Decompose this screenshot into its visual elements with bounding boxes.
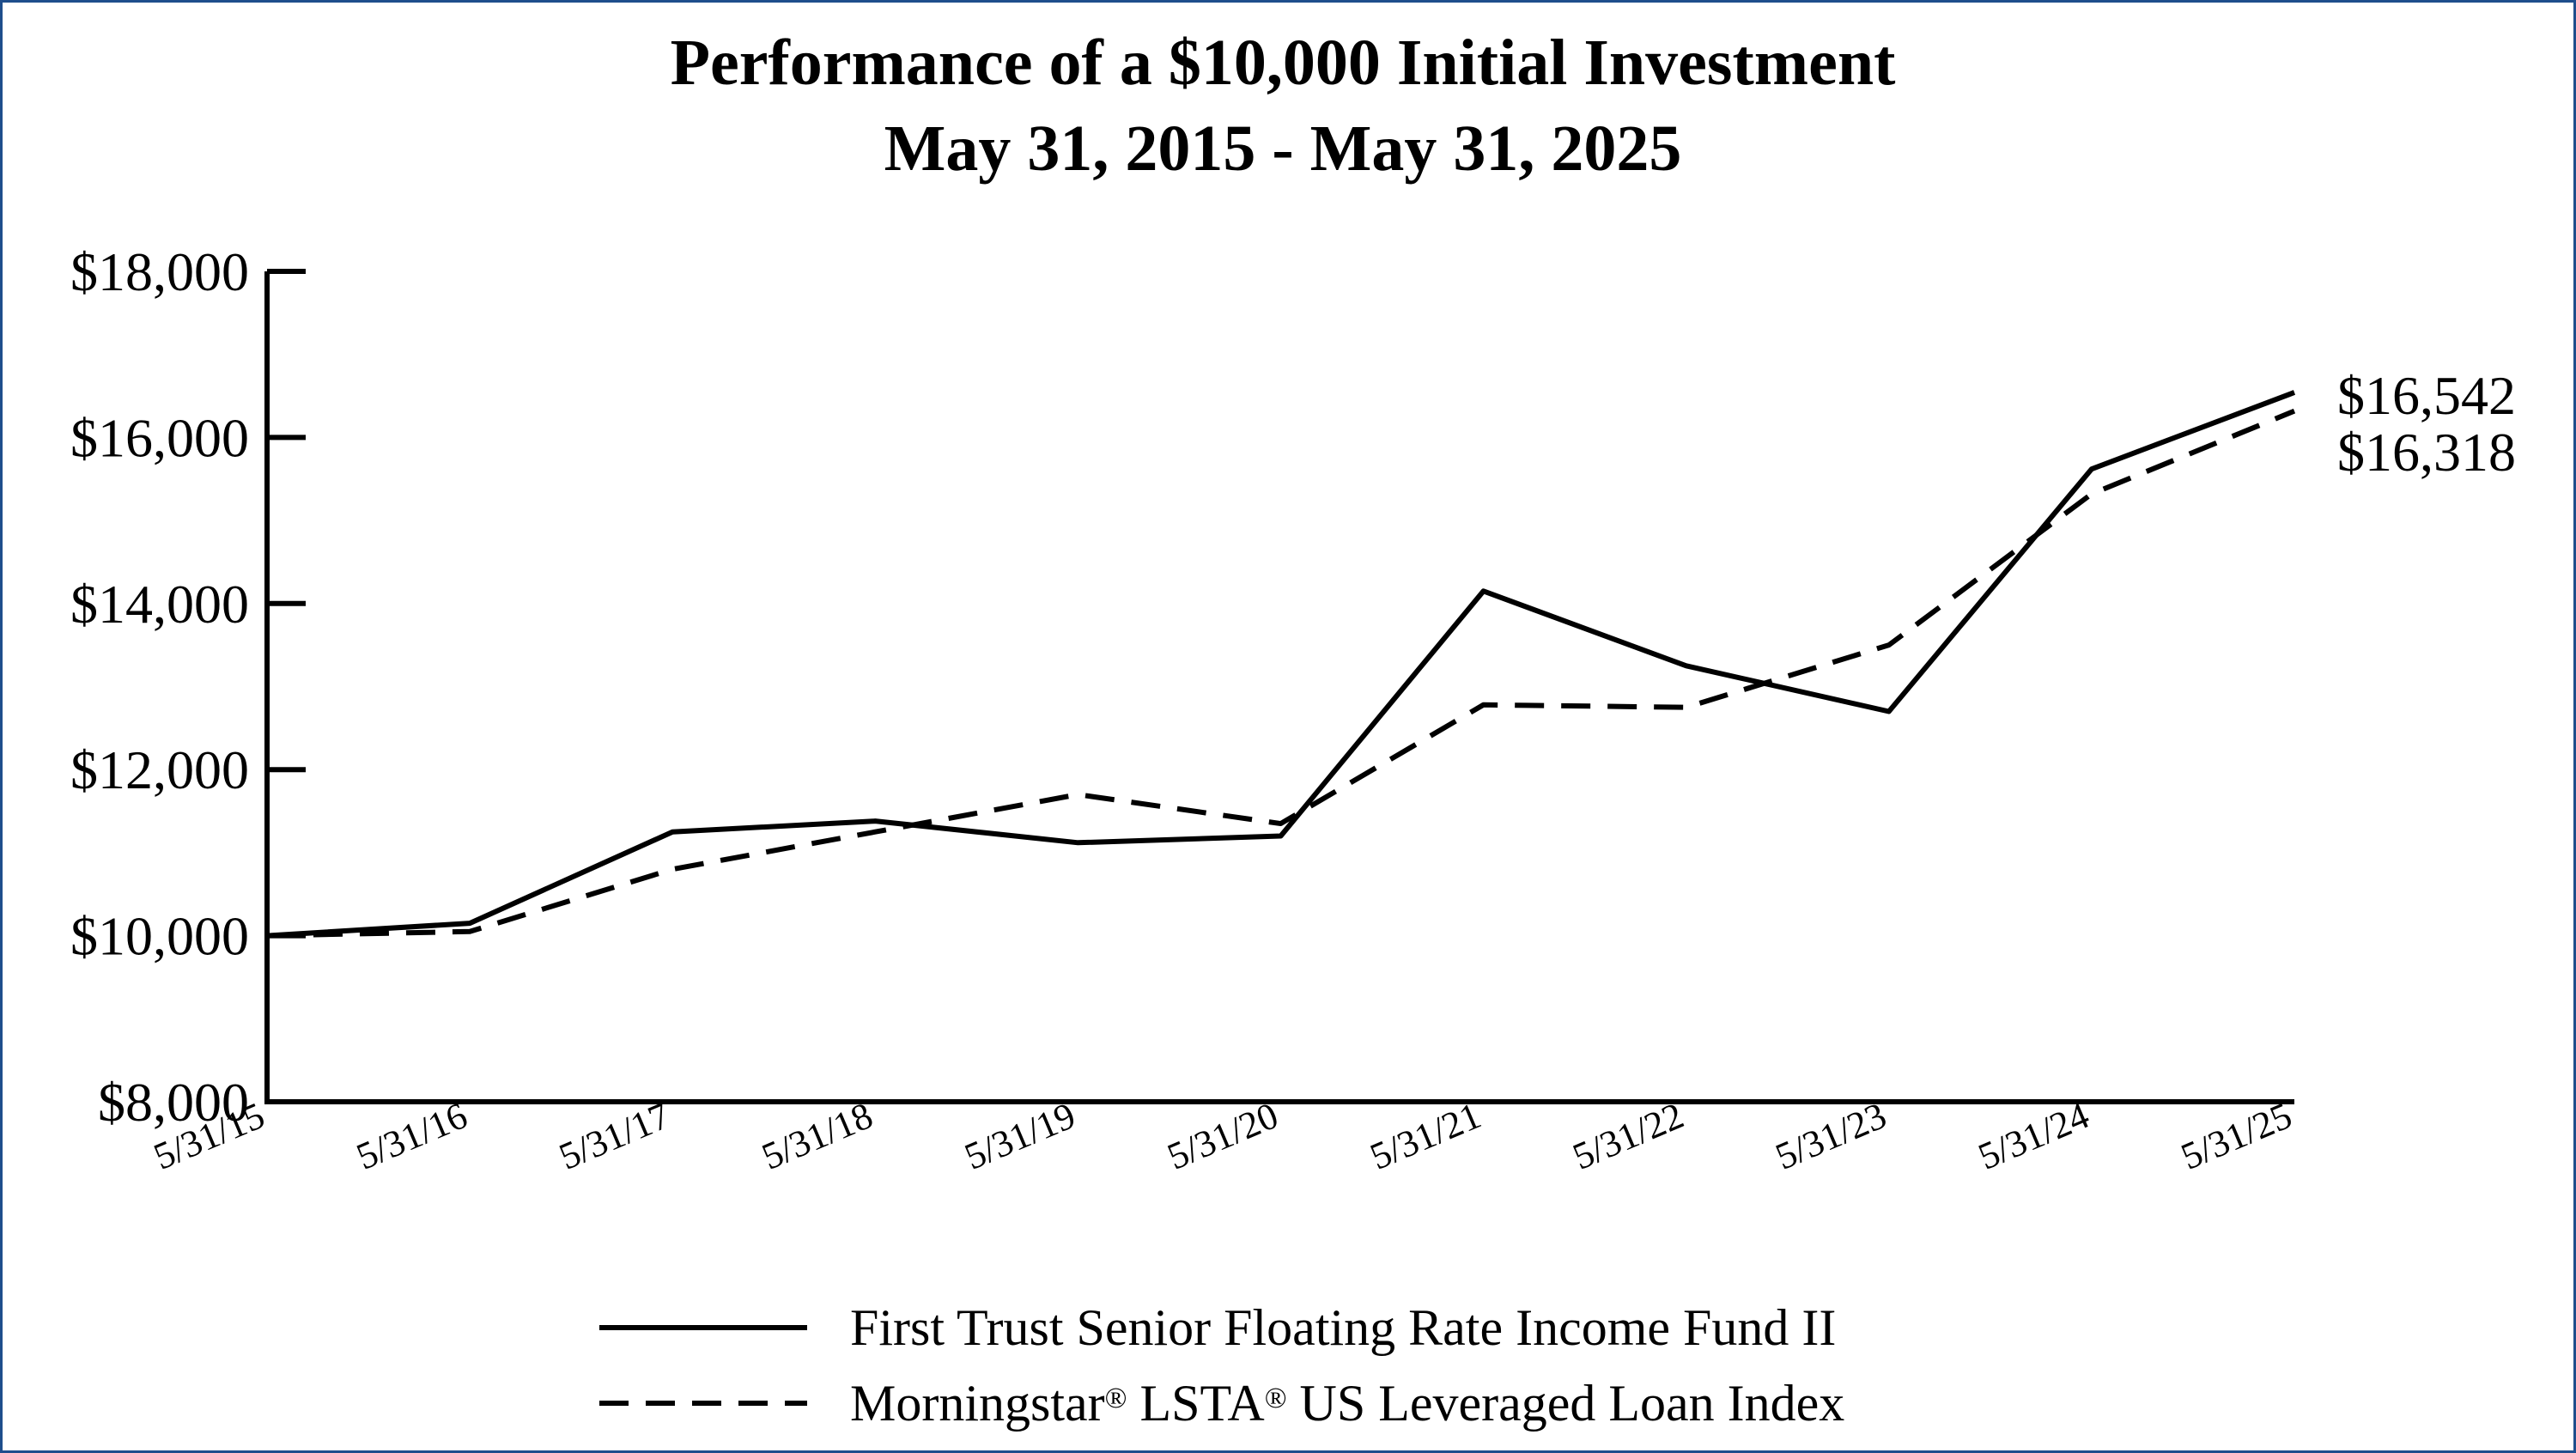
legend-label-fund: First Trust Senior Floating Rate Income … (850, 1299, 1836, 1356)
x-tick-label: 5/31/21 (1364, 1094, 1487, 1178)
y-tick-label: $12,000 (70, 739, 249, 800)
end-label-index: $16,318 (2337, 422, 2516, 483)
y-ticks: $8,000 $10,000 $12,000 $14,000 $16,000 $18,00… (70, 241, 306, 1133)
x-tick-label: 5/31/25 (2175, 1094, 2298, 1178)
series-line-index (266, 408, 2296, 939)
x-tick-label: 5/31/17 (553, 1094, 676, 1178)
y-tick-label: $14,000 (70, 574, 249, 635)
end-labels: $16,542$16,318 (2337, 365, 2516, 483)
series-line-fund (266, 390, 2296, 939)
end-label-fund: $16,542 (2337, 365, 2516, 426)
x-tick-label: 5/31/22 (1567, 1094, 1690, 1178)
chart-subtitle: May 31, 2015 - May 31, 2025 (884, 112, 1682, 185)
x-tick-label: 5/31/24 (1972, 1094, 2095, 1178)
axes (264, 271, 2294, 1104)
y-tick-label: $18,000 (70, 241, 249, 302)
x-tick-label: 5/31/23 (1770, 1094, 1893, 1178)
legend-label-index: Morningstar® LSTA® US Leveraged Loan Ind… (850, 1375, 1844, 1432)
x-ticks: 5/31/15 5/31/16 5/31/17 5/31/18 5/31/19 5/31/… (148, 1094, 2298, 1178)
x-tick-label: 5/31/18 (756, 1094, 878, 1178)
y-tick-label: $16,000 (70, 407, 249, 468)
x-tick-label: 5/31/16 (350, 1094, 473, 1178)
y-tick-label: $10,000 (70, 906, 249, 967)
legend: First Trust Senior Floating Rate Income … (599, 1299, 1844, 1432)
x-tick-label: 5/31/19 (958, 1094, 1081, 1178)
x-tick-label: 5/31/20 (1161, 1094, 1284, 1178)
series-layer (266, 390, 2296, 939)
chart-title: Performance of a $10,000 Initial Investm… (671, 27, 1896, 99)
y-tick-label: $8,000 (98, 1072, 249, 1133)
